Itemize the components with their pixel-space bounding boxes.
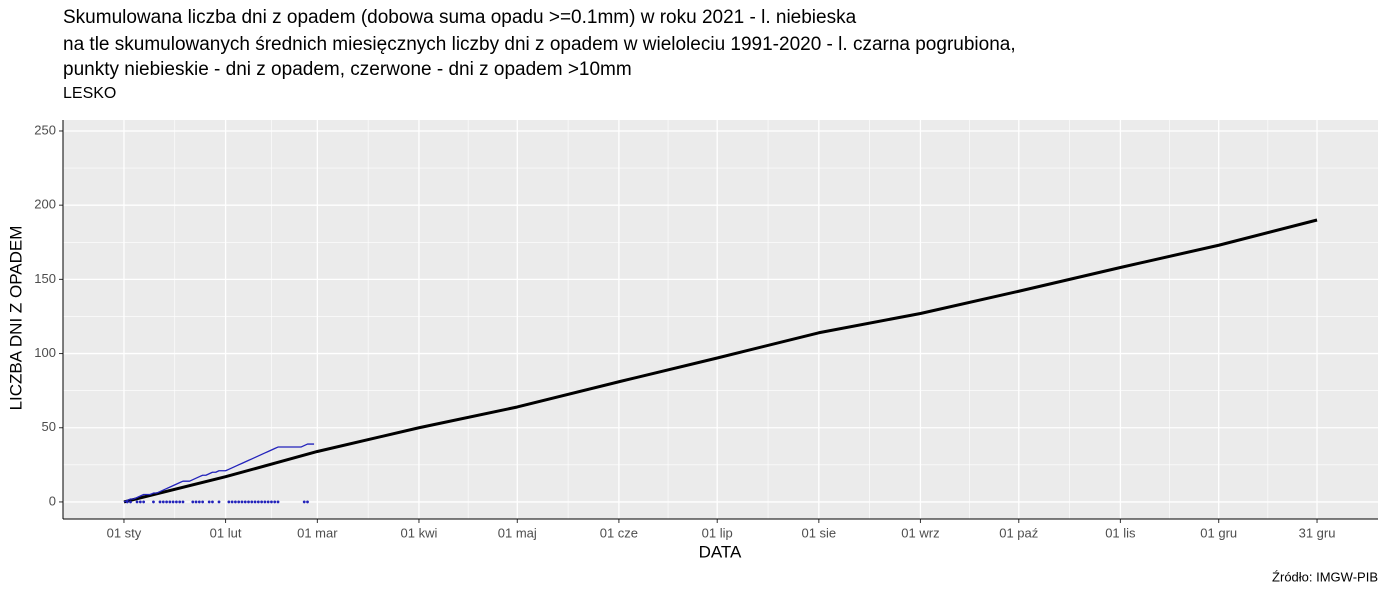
chart-subtitle: LESKO [63,85,116,102]
plot-background [63,120,1378,519]
y-tick-label: 200 [34,197,56,212]
data-point [168,500,172,504]
data-point [135,500,139,504]
data-point [197,500,201,504]
data-point [152,500,155,504]
x-tick-label: 01 maj [498,525,537,540]
y-tick-label: 50 [42,419,56,434]
data-point [207,500,211,504]
data-point [181,500,185,504]
data-point [237,500,241,504]
data-point [142,500,146,504]
data-point [129,500,132,504]
data-point [194,500,198,504]
data-point [165,500,168,504]
x-tick-label: 01 wrz [901,525,939,540]
data-point [302,500,306,504]
data-point [260,500,264,504]
y-axis-label: LICZBA DNI Z OPADEM [6,226,25,411]
data-point [158,500,162,504]
data-point [273,500,277,504]
data-point [175,500,178,504]
x-tick-label: 01 gru [1200,525,1237,540]
data-point [263,500,267,504]
data-point [211,500,214,504]
data-point [227,500,231,504]
y-tick-label: 150 [34,271,56,286]
data-point [138,500,142,504]
x-tick-label: 01 paź [999,525,1038,540]
data-point [256,500,260,504]
x-tick-label: 01 sty [107,525,142,540]
data-point [191,500,195,504]
data-point [266,500,270,504]
x-tick-label: 01 mar [297,525,338,540]
data-line [123,443,315,503]
x-axis-label: DATA [699,542,742,561]
x-tick-label: 01 sie [801,525,836,540]
x-tick-label: 31 gru [1299,525,1336,540]
chart-title: punkty niebieskie - dni z opadem, czerwo… [63,59,632,80]
data-point [247,500,250,504]
data-point [306,500,309,504]
data-point [125,500,129,504]
data-point [178,500,182,504]
x-tick-label: 01 lip [702,525,733,540]
data-point [240,500,244,504]
data-line [123,218,1318,504]
y-tick-label: 100 [34,345,56,360]
data-point [230,500,234,504]
data-point [217,500,221,504]
x-tick-label: 01 kwi [401,525,438,540]
source-note: Źródło: IMGW-PIB [1272,569,1378,584]
chart-title: Skumulowana liczba dni z opadem (dobowa … [63,7,857,28]
chart-title: na tle skumulowanych średnich miesięczny… [63,34,1016,55]
data-point [253,500,257,504]
data-point [234,500,237,504]
data-point [171,500,175,504]
data-point [161,500,165,504]
data-point [270,500,273,504]
y-tick-label: 0 [49,493,56,508]
x-tick-label: 01 lut [210,525,242,540]
data-point [276,500,280,504]
data-point [201,500,205,504]
y-tick-label: 250 [34,122,56,137]
x-tick-label: 01 cze [600,525,638,540]
data-point [250,500,254,504]
x-tick-label: 01 lis [1105,525,1136,540]
data-point [243,500,247,504]
